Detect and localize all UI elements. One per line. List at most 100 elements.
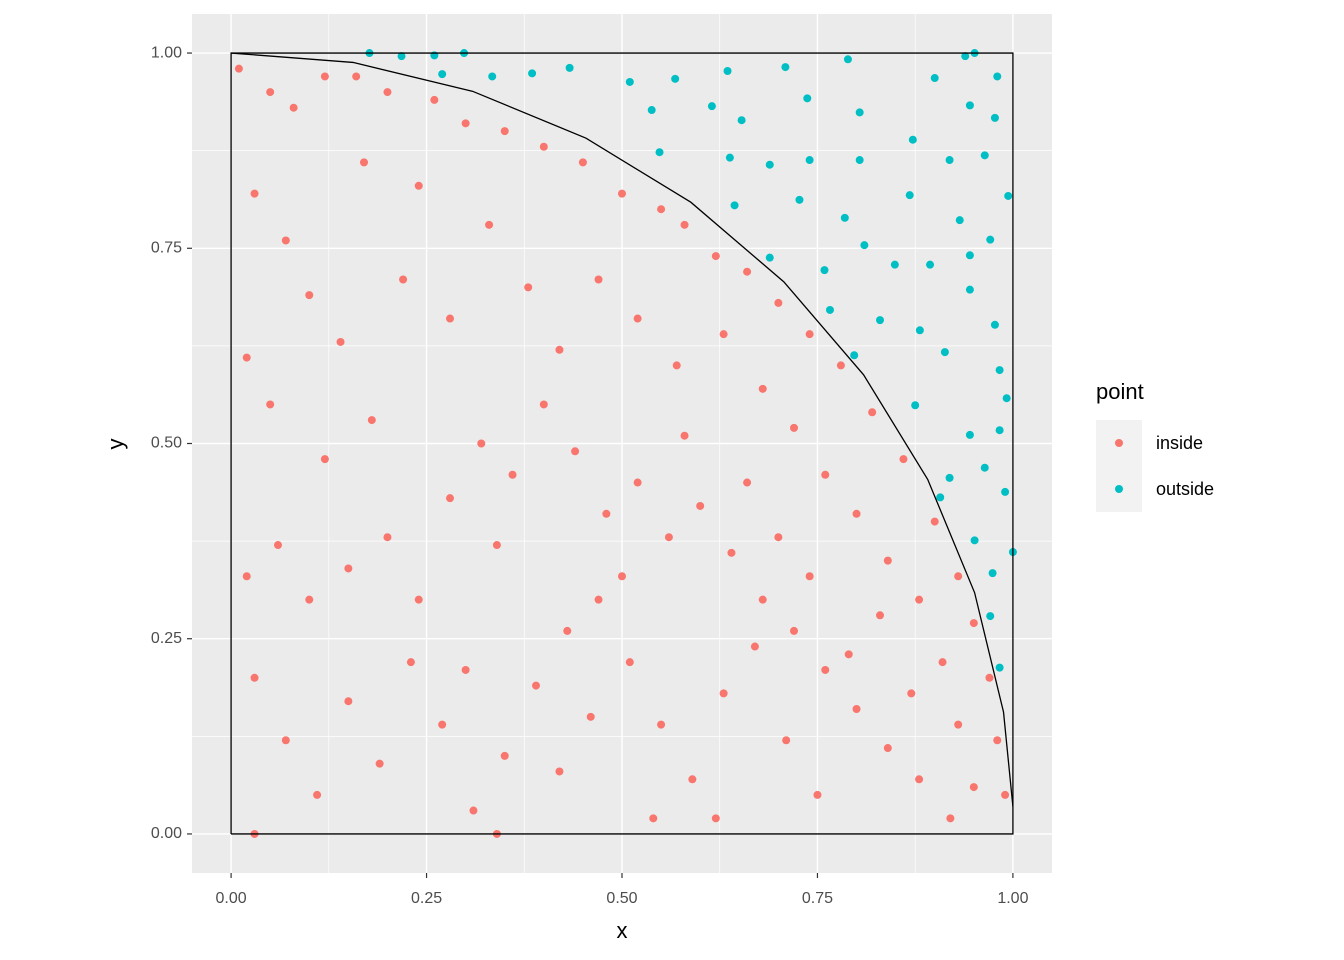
point — [430, 95, 439, 104]
legend-symbol — [1115, 439, 1123, 447]
point — [940, 348, 949, 357]
point — [1001, 487, 1010, 496]
point — [969, 619, 978, 628]
point — [725, 153, 734, 162]
y-tick-label: 1.00 — [151, 44, 182, 61]
point — [954, 572, 963, 581]
point — [795, 195, 804, 204]
x-axis-title: x — [617, 918, 628, 943]
legend-label: inside — [1156, 433, 1203, 453]
point — [774, 298, 783, 307]
point — [995, 426, 1004, 435]
point — [680, 431, 689, 440]
legend-label: outside — [1156, 479, 1214, 499]
point — [305, 595, 314, 604]
point — [352, 72, 361, 81]
point — [657, 205, 666, 214]
point — [965, 285, 974, 294]
point — [821, 470, 830, 479]
point — [250, 673, 259, 682]
point — [438, 70, 447, 79]
point — [406, 658, 415, 667]
point — [647, 106, 656, 115]
point — [821, 665, 830, 674]
point — [571, 447, 580, 456]
point — [954, 720, 963, 729]
point — [883, 556, 892, 565]
point — [986, 235, 995, 244]
point — [594, 595, 603, 604]
point — [908, 135, 917, 144]
point — [500, 751, 509, 760]
x-tick-label: 1.00 — [997, 890, 1028, 907]
point — [672, 361, 681, 370]
point — [383, 533, 392, 542]
point — [790, 626, 798, 635]
point — [344, 564, 353, 573]
point — [988, 569, 997, 578]
point — [344, 697, 353, 706]
point — [664, 533, 673, 542]
point — [782, 736, 791, 745]
point — [955, 216, 964, 225]
point — [488, 72, 497, 81]
point — [524, 283, 533, 292]
point — [446, 494, 454, 503]
point — [633, 478, 642, 487]
point — [1001, 790, 1010, 799]
point — [915, 775, 924, 784]
point — [461, 665, 470, 674]
legend-title: point — [1096, 379, 1144, 404]
point — [539, 400, 548, 409]
point — [336, 337, 345, 346]
point — [825, 305, 834, 314]
point — [539, 142, 548, 151]
point — [890, 260, 899, 269]
point — [367, 416, 376, 425]
point — [805, 330, 814, 339]
reference-path — [231, 52, 1014, 807]
point — [266, 88, 275, 97]
point — [945, 473, 954, 482]
point — [508, 470, 517, 479]
point — [993, 72, 1002, 81]
point — [383, 88, 392, 97]
point — [399, 275, 408, 284]
point — [840, 213, 849, 222]
point — [805, 156, 814, 165]
point — [844, 650, 853, 659]
point — [711, 814, 720, 823]
point — [477, 439, 486, 448]
point — [555, 345, 564, 354]
point — [938, 658, 947, 667]
point — [266, 400, 275, 409]
point — [618, 572, 626, 581]
point — [360, 158, 368, 167]
point — [730, 201, 739, 210]
point — [855, 156, 864, 165]
point — [586, 712, 595, 721]
point — [688, 775, 697, 784]
point — [936, 493, 945, 502]
point — [993, 736, 1002, 745]
point — [965, 430, 974, 439]
point — [625, 658, 634, 667]
point — [743, 478, 752, 487]
point — [750, 642, 759, 651]
reference-path — [230, 52, 1014, 835]
point — [625, 77, 634, 86]
legend: point inside outside — [1096, 379, 1214, 512]
point — [969, 783, 978, 792]
point — [594, 275, 603, 284]
point — [469, 806, 478, 815]
point — [649, 814, 658, 823]
point — [907, 689, 916, 698]
point — [876, 316, 884, 325]
point — [1004, 191, 1013, 200]
point — [305, 291, 314, 300]
legend-symbol — [1115, 485, 1123, 493]
point — [860, 241, 869, 250]
point — [813, 790, 822, 799]
point — [438, 720, 447, 729]
point — [930, 74, 939, 83]
